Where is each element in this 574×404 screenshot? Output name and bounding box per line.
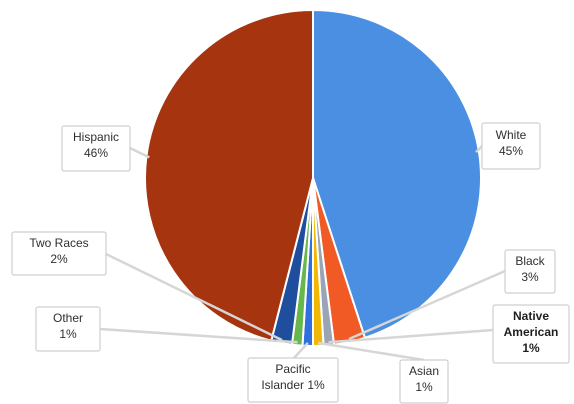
label-pacific-islander-line1: Pacific [275, 362, 310, 376]
label-other-line2: 1% [59, 327, 77, 341]
label-native-american-line2: American [504, 325, 559, 339]
label-hispanic-line1: Hispanic [73, 130, 119, 144]
label-asian-line2: 1% [415, 380, 433, 394]
label-other-line1: Other [53, 311, 83, 325]
slices-layer [144, 8, 482, 348]
label-white: White 45% [481, 122, 541, 170]
labels-layer: White 45% Black 3% Native American 1% Asi… [11, 122, 570, 404]
label-two-races: Two Races 2% [11, 231, 107, 276]
label-two-races-line2: 2% [50, 252, 68, 266]
leader-line-hispanic [129, 146, 150, 159]
label-white-line2: 45% [499, 144, 523, 158]
leader-line-two-races [105, 252, 283, 342]
label-native-american: Native American 1% [492, 304, 570, 364]
label-pacific-islander-line2: Islander 1% [261, 378, 325, 392]
label-asian-line1: Asian [409, 364, 439, 378]
label-black: Black 3% [504, 249, 556, 294]
label-other: Other 1% [35, 306, 101, 352]
label-two-races-line1: Two Races [29, 236, 88, 250]
label-black-line1: Black [515, 254, 545, 268]
label-black-line2: 3% [521, 270, 539, 284]
leader-line-black [348, 269, 506, 341]
label-pacific-islander: Pacific Islander 1% [247, 357, 339, 403]
label-native-american-line3: 1% [522, 341, 540, 355]
leader-line-white [475, 145, 483, 154]
label-native-american-line1: Native [513, 309, 549, 323]
label-asian: Asian 1% [399, 359, 449, 404]
leader-line-pacific-islander [293, 342, 309, 359]
leader-line-other [99, 327, 298, 344]
label-white-line1: White [496, 128, 527, 142]
label-hispanic-line2: 46% [84, 146, 108, 160]
label-hispanic: Hispanic 46% [61, 125, 131, 172]
leader-line-native-american [328, 328, 494, 344]
leaders-layer [99, 145, 506, 362]
leader-line-asian [317, 341, 425, 362]
